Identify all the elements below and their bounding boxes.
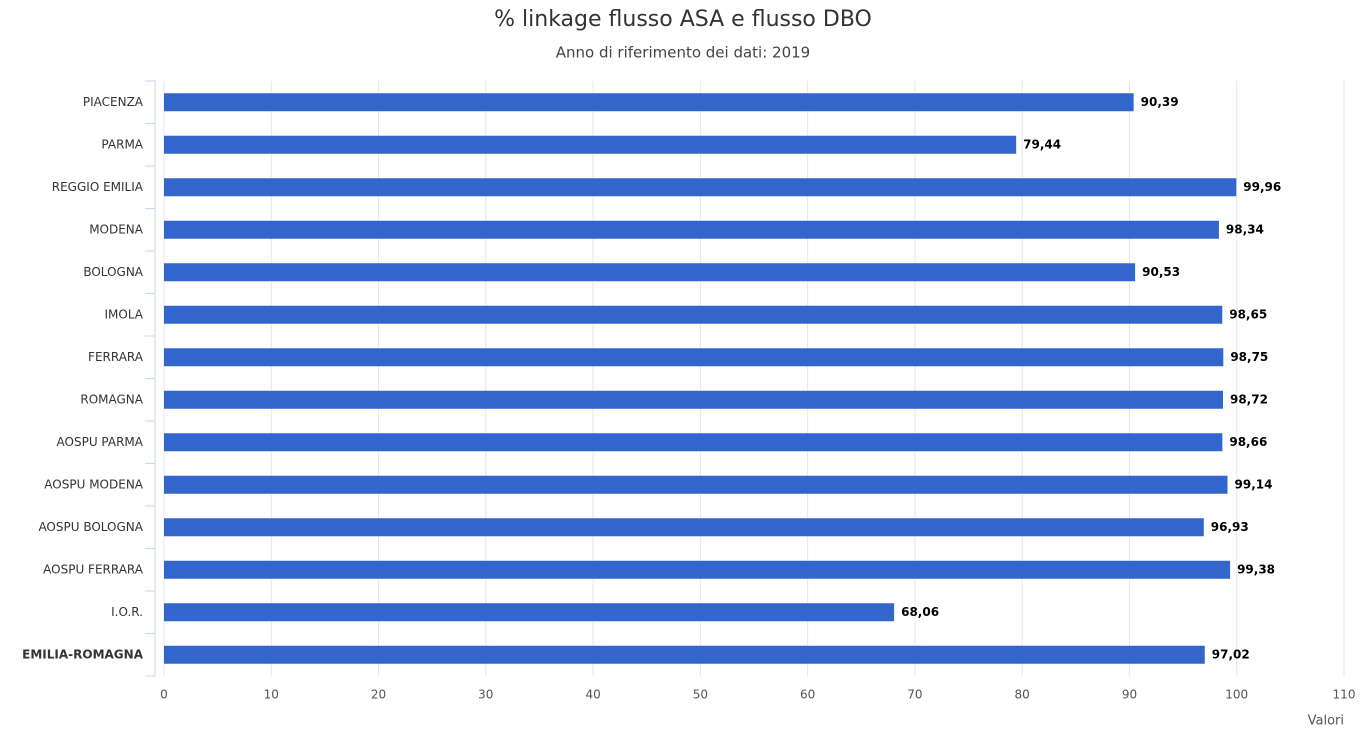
y-tick-label: PIACENZA [83,95,144,109]
x-tick-label: 50 [693,688,708,702]
y-tick-label: AOSPU BOLOGNA [38,520,143,534]
bar [164,560,1231,579]
x-tick-label: 30 [478,688,493,702]
y-tick-label: AOSPU PARMA [57,435,144,449]
data-label: 98,75 [1230,350,1268,364]
data-label: 79,44 [1023,137,1061,151]
x-tick-label: 40 [585,688,600,702]
y-tick-label: I.O.R. [111,605,143,619]
x-tick-label: 0 [160,688,168,702]
y-tick-label: PARMA [101,137,143,151]
x-axis-title: Valori [1308,714,1344,729]
y-tick-label: EMILIA-ROMAGNA [22,647,144,661]
bar [164,475,1228,494]
y-tick-label: AOSPU MODENA [44,477,143,491]
chart-subtitle: Anno di riferimento dei dati: 2019 [556,44,810,62]
bar [164,390,1223,409]
data-label: 98,66 [1229,435,1267,449]
bar [164,178,1237,197]
data-label: 90,53 [1142,265,1180,279]
bar [164,135,1017,154]
data-label: 97,02 [1212,647,1250,661]
data-label: 90,39 [1141,95,1179,109]
y-tick-label: AOSPU FERRARA [43,562,144,576]
y-tick-label: IMOLA [104,307,143,321]
data-label: 98,34 [1226,222,1264,236]
data-label: 99,96 [1243,180,1281,194]
data-label: 96,93 [1211,520,1249,534]
data-label: 68,06 [901,605,939,619]
y-tick-label: BOLOGNA [83,265,143,279]
bar [164,348,1224,367]
data-label: 99,14 [1235,477,1273,491]
x-tick-label: 70 [907,688,922,702]
x-tick-label: 10 [264,688,279,702]
data-label: 98,65 [1229,307,1267,321]
x-tick-label: 80 [1015,688,1030,702]
x-tick-label: 100 [1225,688,1248,702]
y-tick-label: FERRARA [88,350,144,364]
bar [164,433,1223,452]
y-tick-label: ROMAGNA [80,392,143,406]
data-label: 98,72 [1230,392,1268,406]
bar [164,305,1223,324]
bar [164,518,1204,537]
bar [164,220,1219,239]
bar [164,645,1205,664]
bar [164,603,895,622]
x-tick-label: 20 [371,688,386,702]
x-tick-label: 60 [800,688,815,702]
bar [164,93,1134,112]
y-tick-label: MODENA [89,222,144,236]
x-tick-label: 110 [1333,688,1356,702]
y-tick-label: REGGIO EMILIA [52,180,144,194]
data-label: 99,38 [1237,562,1275,576]
x-tick-label: 90 [1122,688,1137,702]
chart-title: % linkage flusso ASA e flusso DBO [494,7,872,32]
bar [164,263,1136,282]
